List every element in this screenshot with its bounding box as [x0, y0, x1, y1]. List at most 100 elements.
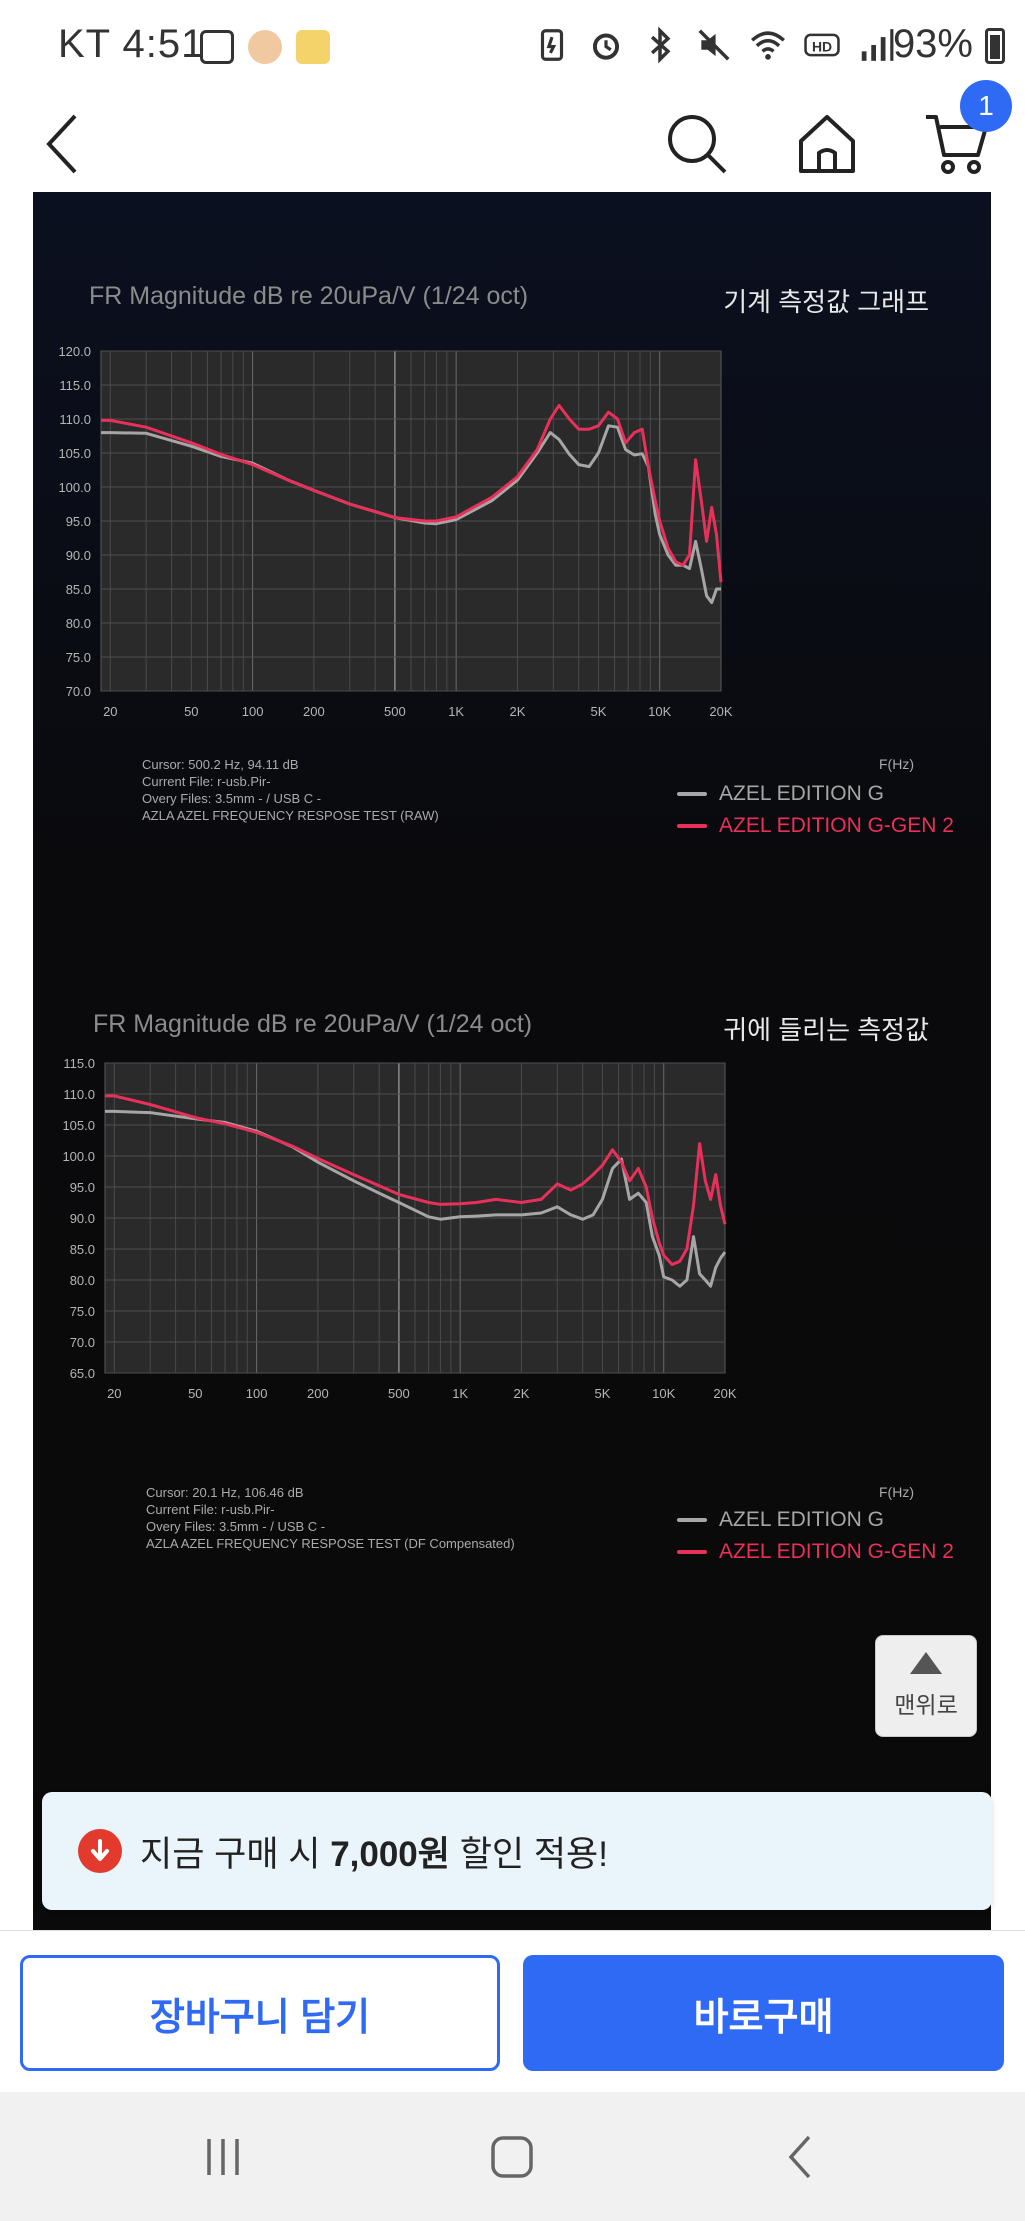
y-tick-label: 95.0 [70, 1180, 95, 1195]
y-tick-label: 95.0 [66, 514, 91, 529]
legend-swatch [677, 792, 707, 796]
x-tick-label: 1K [448, 704, 464, 719]
x-tick-label: 50 [188, 1386, 202, 1401]
home-icon [799, 115, 855, 173]
battery-saver-icon [540, 29, 564, 61]
frequency-response-plot: 120.0 115.0 110.0 105.0 100.0 95.0 90.0 85.0 80.… [58, 344, 732, 719]
chevron-left-icon [46, 114, 77, 174]
legend-item: AZEL EDITION G-GEN 2 [677, 814, 954, 838]
cursor-readout: Cursor: 500.2 Hz, 94.11 dB [142, 757, 299, 772]
y-tick-label: 105.0 [62, 1118, 95, 1133]
x-tick-label: 1K [452, 1386, 468, 1401]
y-tick-label: 70.0 [70, 1335, 95, 1350]
recent-apps-icon [207, 2138, 239, 2175]
arrow-down-icon [78, 1829, 122, 1873]
hamster-app-icon [248, 30, 282, 64]
system-icons: HD [533, 26, 895, 64]
legend-swatch [677, 1518, 707, 1522]
y-tick-label: 115.0 [59, 378, 91, 393]
recent-apps-button[interactable] [163, 2092, 283, 2221]
legend-item: AZEL EDITION G [677, 782, 954, 806]
back-chevron-icon [788, 2135, 811, 2178]
chart-legend: AZEL EDITION G AZEL EDITION G-GEN 2 [677, 782, 954, 838]
promo-amount: 7,000원 [330, 1834, 450, 1874]
alarm-icon [592, 33, 620, 60]
purchase-bar: 장바구니 담기 바로구매 [0, 1930, 1025, 2093]
hd-voice-icon: HD [804, 33, 840, 57]
buy-now-button[interactable]: 바로구매 [523, 1955, 1004, 2071]
chart-meta-info: Cursor: 500.2 Hz, 94.11 dB Current File:… [142, 756, 439, 824]
x-tick-label: 10K [648, 704, 671, 719]
y-tick-label: 100.0 [58, 480, 91, 495]
gallery-notification-icon [200, 30, 234, 64]
discount-promo-banner[interactable]: 지금 구매 시 7,000원 할인 적용! [42, 1792, 992, 1910]
chart-subtitle: 기계 측정값 그래프 [723, 287, 929, 317]
chart-legend: AZEL EDITION G AZEL EDITION G-GEN 2 [677, 1508, 954, 1564]
series-line-edition-g-gen2 [101, 403, 723, 583]
chart-title: FR Magnitude dB re 20uPa/V (1/24 oct) [89, 282, 529, 310]
top-navigation-bar [0, 96, 1025, 193]
wifi-icon [751, 31, 785, 60]
chart-meta-info: Cursor: 20.1 Hz, 106.46 dB Current File:… [146, 1484, 515, 1552]
overy-files-label: Overy Files: 3.5mm - / USB C - [142, 791, 322, 806]
svg-text:HD: HD [812, 38, 832, 54]
home-button[interactable] [782, 96, 872, 192]
search-icon [668, 115, 727, 174]
frequency-chart-raw: FR Magnitude dB re 20uPa/V (1/24 oct) 기계… [33, 282, 991, 932]
scroll-to-top-label: 맨위로 [894, 1692, 958, 1718]
x-tick-label: 2K [509, 704, 525, 719]
legend-label: AZEL EDITION G-GEN 2 [719, 1540, 954, 1563]
promo-prefix: 지금 구매 시 [140, 1834, 331, 1874]
x-tick-label: 5K [590, 704, 606, 719]
frequency-response-plot: 115.0 110.0 105.0 100.0 95.0 90.0 85.0 80.0 75.0… [62, 1056, 736, 1401]
memo-app-icon [296, 30, 330, 64]
home-system-button[interactable] [452, 2092, 572, 2221]
legend-label: AZEL EDITION G [719, 782, 884, 805]
y-tick-label: 90.0 [70, 1211, 95, 1226]
x-tick-label: 200 [303, 704, 325, 719]
legend-item: AZEL EDITION G-GEN 2 [677, 1540, 954, 1564]
y-tick-label: 85.0 [70, 1242, 95, 1257]
y-tick-label: 85.0 [66, 582, 91, 597]
promo-suffix: 할인 적용! [449, 1834, 608, 1874]
y-tick-label: 80.0 [66, 616, 91, 631]
x-tick-label: 500 [388, 1386, 410, 1401]
status-bar: KT 4:51 HD 93% [0, 0, 1025, 96]
battery-icon [985, 28, 1005, 64]
home-square-icon [491, 2135, 533, 2178]
legend-item: AZEL EDITION G [677, 1508, 954, 1532]
x-tick-label: 50 [184, 704, 198, 719]
y-tick-label: 110.0 [59, 412, 91, 427]
x-tick-label: 200 [307, 1386, 329, 1401]
x-tick-label: 100 [242, 704, 264, 719]
x-tick-label: 2K [513, 1386, 529, 1401]
chart-title: FR Magnitude dB re 20uPa/V (1/24 oct) [93, 1010, 533, 1038]
x-tick-label: 10K [652, 1386, 675, 1401]
notification-icons [200, 30, 330, 64]
y-tick-label: 75.0 [66, 650, 91, 665]
back-system-button[interactable] [740, 2092, 860, 2221]
scroll-to-top-button[interactable]: 맨위로 [875, 1635, 977, 1737]
add-to-cart-button[interactable]: 장바구니 담기 [20, 1955, 500, 2071]
y-tick-label: 100.0 [62, 1149, 95, 1164]
current-file-label: Current File: r-usb.Pir- [142, 774, 271, 789]
y-tick-label: 110.0 [63, 1087, 95, 1102]
frequency-unit-label: F(Hz) [879, 756, 914, 772]
x-tick-label: 100 [246, 1386, 268, 1401]
test-name-label: AZLA AZEL FREQUENCY RESPOSE TEST (RAW) [142, 808, 439, 823]
current-file-label: Current File: r-usb.Pir- [146, 1502, 275, 1517]
cart-count-badge: 1 [960, 80, 1012, 132]
back-button[interactable] [18, 96, 108, 192]
test-name-label: AZLA AZEL FREQUENCY RESPOSE TEST (DF Com… [146, 1536, 515, 1551]
legend-label: AZEL EDITION G [719, 1508, 884, 1531]
overy-files-label: Overy Files: 3.5mm - / USB C - [146, 1519, 326, 1534]
signal-icon [861, 29, 894, 61]
y-tick-label: 90.0 [66, 548, 91, 563]
x-tick-label: 20K [713, 1386, 736, 1401]
search-button[interactable] [652, 96, 742, 192]
battery-percent: 93% [892, 22, 973, 66]
x-tick-label: 5K [594, 1386, 610, 1401]
frequency-chart-compensated: FR Magnitude dB re 20uPa/V (1/24 oct) 귀에… [33, 1010, 991, 1660]
arrow-up-icon [910, 1652, 942, 1674]
mute-icon [698, 29, 730, 61]
